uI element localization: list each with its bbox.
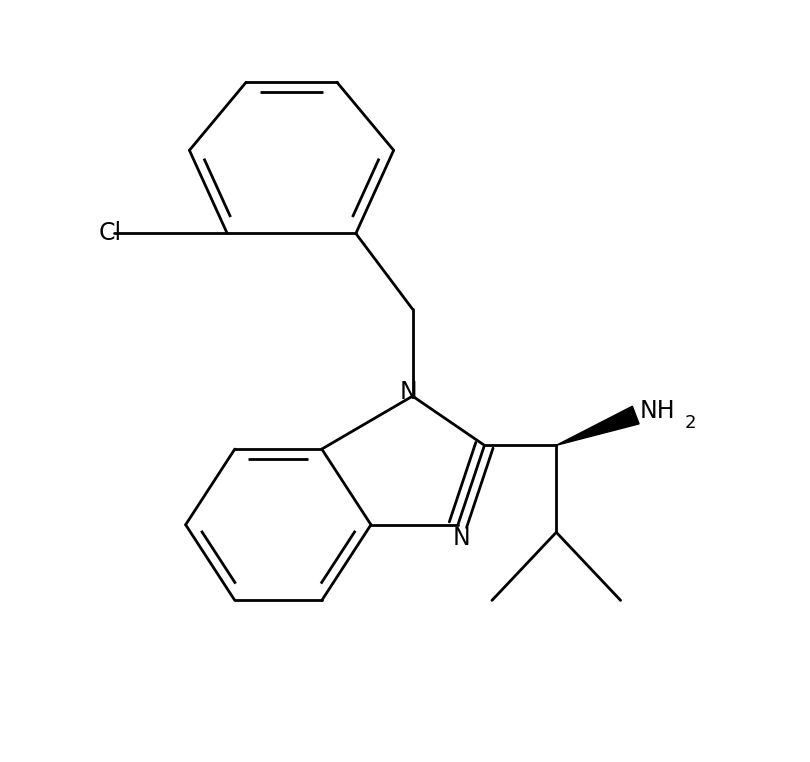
Text: NH: NH: [640, 399, 675, 423]
Text: Cl: Cl: [99, 222, 121, 245]
Text: 2: 2: [685, 414, 697, 431]
Text: N: N: [453, 527, 471, 550]
Text: N: N: [400, 380, 418, 405]
Polygon shape: [556, 406, 639, 445]
